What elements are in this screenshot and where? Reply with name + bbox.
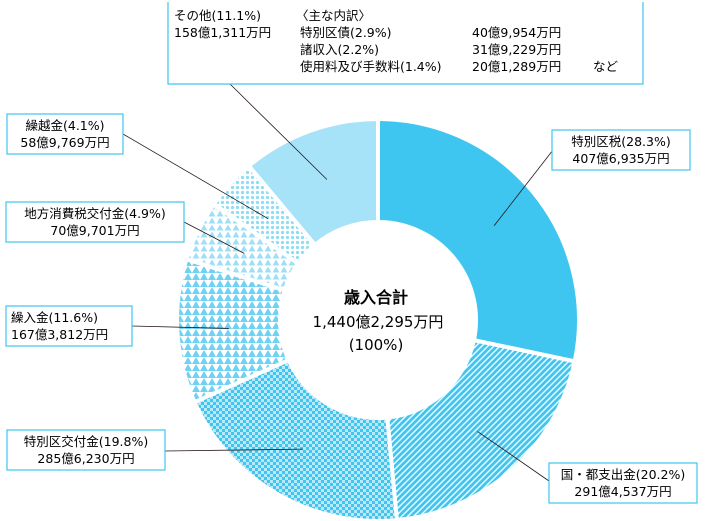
slice-amount: 291億4,537万円 (574, 484, 671, 499)
breakdown-item-2-label: 諸収入(2.2%) (300, 42, 379, 57)
label-box-kurikoshikin: 繰越金(4.1%) 58億9,769万円 (6, 113, 124, 155)
label-box-chihoshohizei: 地方消費税交付金(4.9%) 70億9,701万円 (5, 201, 185, 243)
slice-label: 地方消費税交付金(4.9%) (24, 206, 166, 221)
slice-label: 繰越金(4.1%) (25, 118, 104, 133)
slice-6 (246, 116, 380, 248)
label-box-border (548, 462, 698, 504)
slice-amount: 167億3,812万円 (11, 327, 108, 342)
other-breakdown-box: その他(11.1%) 158億1,311万円 〈主な内訳〉 特別区債(2.9%)… (167, 2, 644, 85)
label-box-kokutoshishutsukin: 国・都支出金(20.2%) 291億4,537万円 (548, 462, 698, 504)
leader-line-6 (229, 83, 328, 180)
label-box-border (5, 305, 133, 347)
leader-line-4 (183, 221, 245, 254)
leader-lines (122, 83, 554, 482)
label-box-border (6, 113, 124, 155)
slice-1 (385, 337, 578, 521)
breakdown-item-3-amount: 20億1,289万円 (472, 59, 561, 74)
leader-line-1 (477, 431, 550, 482)
other-label: その他(11.1%) (174, 8, 261, 23)
label-box-border (6, 429, 166, 471)
label-box-kurinyukin: 繰入金(11.6%) 167億3,812万円 (5, 305, 133, 347)
leader-line-3 (131, 325, 229, 329)
slice-amount: 58億9,769万円 (20, 135, 109, 150)
other-amount: 158億1,311万円 (174, 25, 271, 40)
leader-line-2 (164, 448, 303, 452)
center-title: 歳入合計 (344, 288, 408, 307)
slice-amount: 407億6,935万円 (572, 151, 669, 166)
center-total: 1,440億2,295万円 (313, 313, 444, 331)
slice-2 (191, 357, 400, 521)
breakdown-item-1-label: 特別区債(2.9%) (300, 25, 392, 40)
label-box-border (551, 129, 691, 171)
slice-amount: 285億6,230万円 (37, 451, 134, 466)
slice-amount: 70億9,701万円 (50, 223, 139, 238)
label-box-tokubetsukuzei: 特別区税(28.3%) 407億6,935万円 (551, 129, 691, 171)
center-percent: (100%) (349, 336, 404, 354)
slice-label: 繰入金(11.6%) (11, 310, 98, 325)
label-box-border (5, 201, 185, 243)
breakdown-suffix: など (593, 59, 619, 74)
breakdown-item-3-label: 使用料及び手数料(1.4%) (300, 59, 442, 74)
other-box-border (167, 2, 644, 85)
slice-0 (376, 116, 581, 364)
leader-line-0 (493, 149, 554, 227)
other-breakdown-heading: 〈主な内訳〉 (296, 8, 371, 23)
slice-label: 特別区税(28.3%) (571, 134, 670, 149)
leader-line-5 (122, 133, 269, 220)
slice-label: 特別区交付金(19.8%) (24, 434, 148, 449)
breakdown-item-2-amount: 31億9,229万円 (472, 42, 561, 57)
slices-group (175, 116, 581, 521)
slice-label: 国・都支出金(20.2%) (561, 467, 685, 482)
breakdown-item-1-amount: 40億9,954万円 (472, 25, 561, 40)
label-box-tokubetsukukofukin: 特別区交付金(19.8%) 285億6,230万円 (6, 429, 166, 471)
